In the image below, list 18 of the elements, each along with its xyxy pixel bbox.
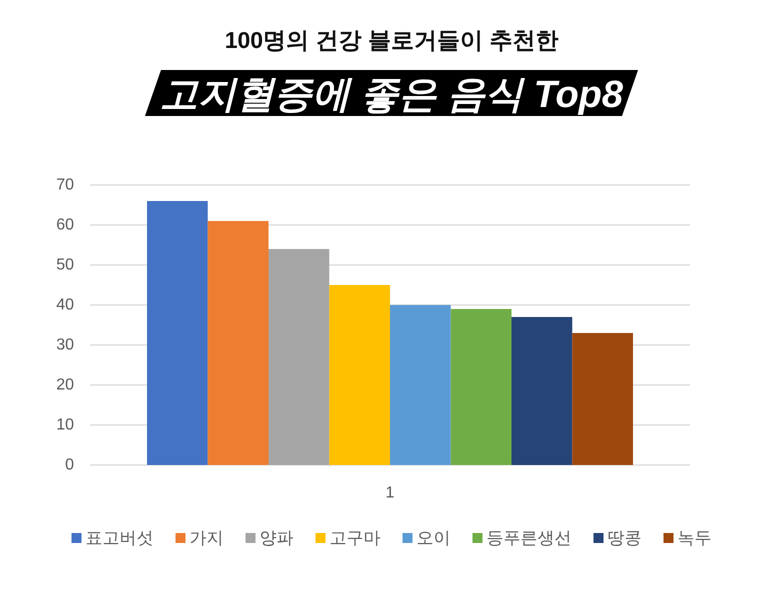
legend-label: 땅콩 bbox=[608, 528, 642, 548]
legend-label: 가지 bbox=[190, 528, 224, 548]
legend-label: 녹두 bbox=[678, 528, 712, 548]
legend-label: 등푸른생선 bbox=[486, 528, 572, 548]
chart-subtitle: 100명의 건강 블로거들이 추천한 bbox=[224, 27, 558, 53]
y-tick-label: 40 bbox=[56, 296, 74, 314]
legend-label: 양파 bbox=[260, 528, 294, 548]
y-tick-label: 0 bbox=[65, 456, 74, 474]
legend-label: 오이 bbox=[416, 528, 450, 548]
y-tick-label: 70 bbox=[56, 176, 74, 194]
y-tick-label: 20 bbox=[56, 376, 74, 394]
legend-label: 표고버섯 bbox=[86, 528, 154, 548]
x-tick-label: 1 bbox=[386, 484, 395, 502]
y-tick-label: 10 bbox=[56, 416, 74, 434]
legend-label: 고구마 bbox=[330, 528, 380, 548]
y-tick-label: 60 bbox=[56, 216, 74, 234]
y-tick-label: 30 bbox=[56, 336, 74, 354]
y-tick-label: 50 bbox=[56, 256, 74, 274]
